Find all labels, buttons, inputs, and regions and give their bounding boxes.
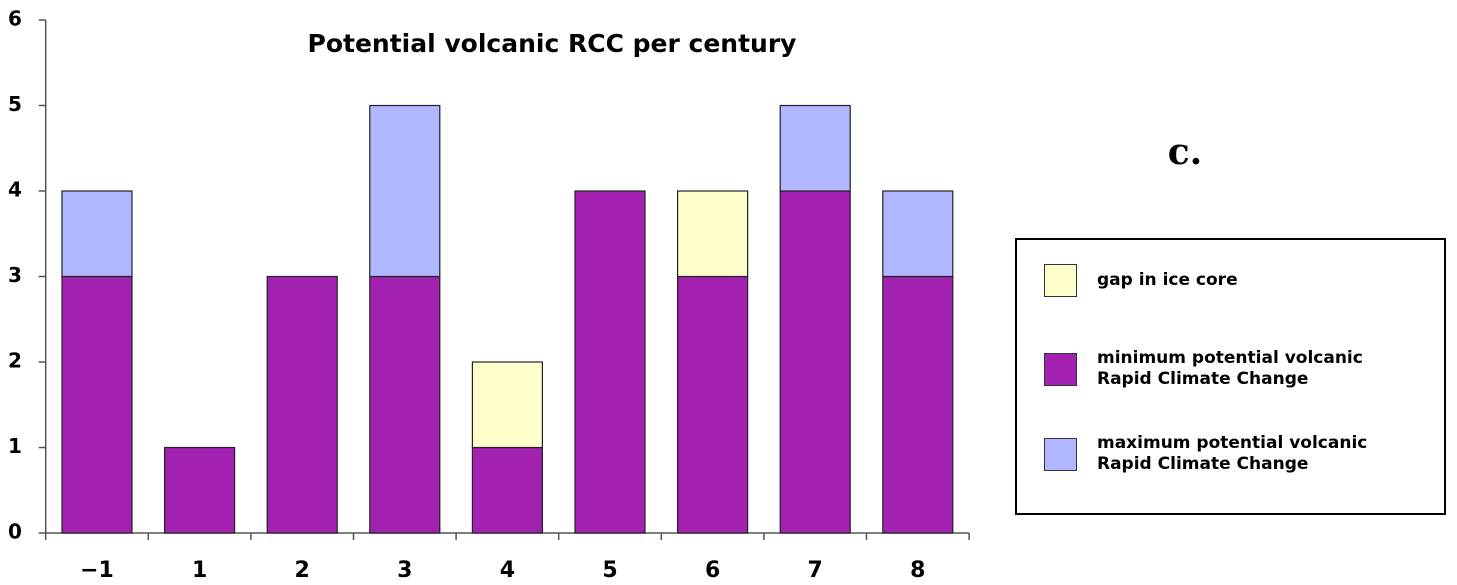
y-tick-label: 6	[8, 7, 22, 31]
bar-segment	[676, 275, 749, 534]
x-tick-label: 6	[705, 558, 720, 583]
y-tick-label: 2	[8, 349, 22, 373]
legend-entry: minimum potential volcanic Rapid Climate…	[1044, 348, 1387, 390]
y-tick-label: 0	[8, 520, 22, 544]
bar-segment	[882, 275, 954, 534]
x-tick-label: 5	[602, 558, 617, 583]
bar-segment	[471, 446, 543, 534]
bar-segment	[471, 361, 543, 449]
x-tick-label: 4	[500, 558, 515, 583]
bar-segment	[882, 190, 954, 278]
y-tick-label: 3	[8, 263, 22, 287]
x-tick-label: 8	[910, 558, 925, 583]
x-tick-label: 1	[192, 558, 207, 583]
y-tick-label: 5	[8, 92, 22, 116]
bar-segment	[164, 446, 236, 534]
legend: gap in ice core minimum potential volcani…	[1015, 238, 1446, 515]
bar-segment	[369, 104, 441, 278]
bar-segment	[779, 190, 851, 534]
legend-label: maximum potential volcanic Rapid Climate…	[1097, 433, 1368, 474]
bar-segment	[574, 190, 646, 534]
bar-segment	[61, 190, 133, 278]
legend-label: minimum potential volcanic Rapid Climate…	[1097, 348, 1363, 389]
x-tick-label: 7	[808, 558, 823, 583]
legend-swatch	[1044, 437, 1077, 471]
legend-swatch	[1044, 352, 1077, 386]
bar-segment	[266, 275, 338, 534]
x-tick-label: 2	[295, 558, 310, 583]
x-tick-label: 3	[397, 558, 412, 583]
y-tick-label: 4	[8, 178, 22, 202]
chart-title: Potential volcanic RCC per century	[308, 29, 797, 58]
legend-label: gap in ice core	[1097, 270, 1238, 290]
y-tick-label: 1	[8, 434, 22, 458]
bar-segment	[779, 104, 851, 192]
bar-segment	[369, 275, 441, 534]
legend-entry: gap in ice core	[1044, 264, 1397, 297]
legend-swatch	[1044, 264, 1077, 297]
x-tick-label: −1	[80, 558, 114, 583]
legend-entry: maximum potential volcanic Rapid Climate…	[1044, 433, 1387, 475]
bar-segment	[61, 275, 133, 534]
annotation: c.	[1168, 131, 1202, 173]
bar-segment	[676, 190, 749, 278]
